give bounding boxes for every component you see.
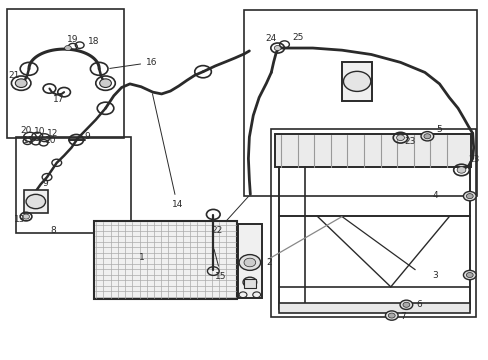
Text: 23: 23	[467, 155, 478, 164]
Text: 2: 2	[265, 258, 271, 267]
Circle shape	[387, 313, 394, 318]
Bar	[244, 10, 476, 196]
Text: 10: 10	[45, 136, 57, 145]
Bar	[94, 221, 236, 299]
Bar	[274, 134, 470, 167]
Bar	[278, 303, 469, 314]
Circle shape	[423, 134, 430, 139]
Circle shape	[463, 270, 475, 280]
Text: 23: 23	[404, 137, 415, 146]
Circle shape	[385, 311, 397, 320]
Text: 24: 24	[265, 34, 276, 43]
Circle shape	[343, 71, 370, 91]
Text: 19: 19	[67, 35, 79, 44]
Text: 5: 5	[436, 125, 442, 134]
Text: 10: 10	[34, 127, 45, 136]
Text: 1: 1	[139, 253, 144, 262]
Circle shape	[26, 194, 45, 209]
Text: 16: 16	[109, 58, 157, 68]
Text: 18: 18	[87, 37, 99, 46]
Circle shape	[22, 214, 29, 219]
Text: 20: 20	[20, 126, 32, 135]
Circle shape	[15, 79, 27, 87]
Circle shape	[466, 273, 472, 278]
Text: 22: 22	[211, 197, 248, 235]
Text: 7: 7	[399, 312, 405, 321]
Bar	[238, 224, 261, 298]
Circle shape	[399, 300, 412, 310]
Circle shape	[466, 194, 472, 199]
Text: 25: 25	[292, 33, 303, 42]
Text: 9: 9	[84, 132, 90, 141]
Text: 6: 6	[415, 300, 421, 309]
Circle shape	[420, 132, 433, 141]
Text: 17: 17	[52, 95, 64, 104]
Circle shape	[243, 277, 256, 287]
Circle shape	[456, 167, 465, 173]
Text: 4: 4	[432, 190, 438, 199]
Bar	[6, 9, 123, 138]
Circle shape	[463, 192, 475, 201]
Text: 13: 13	[14, 215, 25, 224]
Text: 8: 8	[50, 226, 56, 235]
Bar	[341, 62, 371, 101]
Text: 9: 9	[42, 179, 48, 188]
Circle shape	[402, 302, 409, 307]
Circle shape	[100, 79, 111, 87]
Bar	[16, 137, 131, 233]
Circle shape	[64, 45, 71, 50]
Text: 14: 14	[152, 94, 183, 209]
Circle shape	[396, 135, 404, 140]
Circle shape	[239, 255, 260, 270]
Circle shape	[244, 258, 255, 267]
Text: 12: 12	[46, 129, 58, 138]
Circle shape	[274, 45, 281, 50]
Bar	[24, 190, 47, 213]
Bar	[271, 129, 475, 317]
Text: 15: 15	[214, 249, 226, 280]
Text: 21: 21	[9, 71, 20, 80]
Bar	[244, 279, 255, 288]
Text: 3: 3	[432, 270, 438, 279]
Text: 11: 11	[22, 136, 34, 145]
